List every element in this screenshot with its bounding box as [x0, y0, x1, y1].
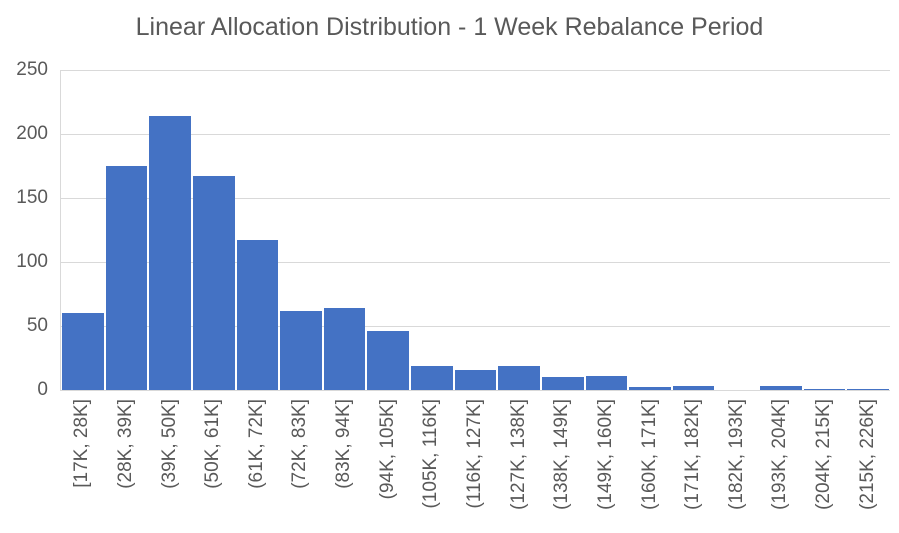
- bar: [280, 310, 322, 390]
- x-tick-label: (39K, 50K]: [158, 399, 180, 489]
- plot-area: [60, 70, 890, 391]
- bar: [541, 377, 584, 390]
- x-tick-label: (28K, 39K]: [114, 399, 136, 489]
- y-tick-label: 50: [26, 315, 48, 336]
- gridline: [61, 198, 890, 199]
- gridline: [61, 70, 890, 71]
- y-tick-label: 250: [16, 59, 48, 80]
- bar: [367, 331, 409, 390]
- x-axis: [17K, 28K] (28K, 39K] (39K, 50K] (50K, 61K]…: [0, 399, 899, 533]
- x-tick-label: (127K, 138K]: [507, 399, 529, 510]
- bar: [803, 388, 846, 390]
- x-tick-label: (204K, 215K]: [813, 399, 835, 510]
- x-tick-label: (171K, 182K]: [682, 399, 704, 510]
- x-tick-label: (138K, 149K]: [551, 399, 573, 510]
- bar: [629, 387, 671, 390]
- x-tick-label: (116K, 127K]: [464, 399, 485, 509]
- bar: [411, 365, 453, 390]
- y-tick-label: 200: [16, 123, 48, 144]
- bar: [760, 386, 802, 390]
- bar: [498, 365, 540, 390]
- bar: [149, 116, 191, 390]
- bar: [672, 386, 715, 390]
- x-tick-label: [17K, 28K]: [71, 399, 93, 488]
- x-tick-label: (83K, 94K]: [333, 399, 355, 489]
- gridline: [61, 262, 890, 263]
- y-tick-label: 100: [16, 251, 48, 272]
- bar: [585, 375, 628, 390]
- gridline: [61, 326, 890, 327]
- x-tick-label: (182K, 193K]: [725, 399, 747, 510]
- x-tick-label: (160K, 171K]: [638, 399, 660, 510]
- x-tick-label: (94K, 105K]: [376, 399, 398, 500]
- x-tick-label: (149K, 160K]: [594, 399, 616, 510]
- bar: [62, 313, 104, 390]
- x-tick-label: (193K, 204K]: [769, 399, 791, 510]
- bar: [105, 166, 148, 390]
- chart-title: Linear Allocation Distribution - 1 Week …: [135, 13, 764, 41]
- y-axis: 0 50 100 150 200 250: [0, 0, 48, 420]
- x-tick-label: (215K, 226K]: [856, 399, 878, 510]
- y-tick-label: 0: [37, 379, 48, 400]
- bar: [236, 240, 279, 390]
- bar: [454, 369, 497, 390]
- x-tick-label: (105K, 116K]: [420, 399, 442, 509]
- y-tick-label: 150: [16, 187, 48, 208]
- x-tick-label: (50K, 61K]: [202, 399, 224, 489]
- bar-series: [61, 70, 890, 390]
- x-tick-label: (72K, 83K]: [289, 399, 311, 489]
- bar: [192, 176, 235, 390]
- x-tick-label: (61K, 72K]: [245, 399, 267, 489]
- bar: [323, 308, 366, 390]
- gridline: [61, 134, 890, 135]
- bar: [847, 388, 889, 390]
